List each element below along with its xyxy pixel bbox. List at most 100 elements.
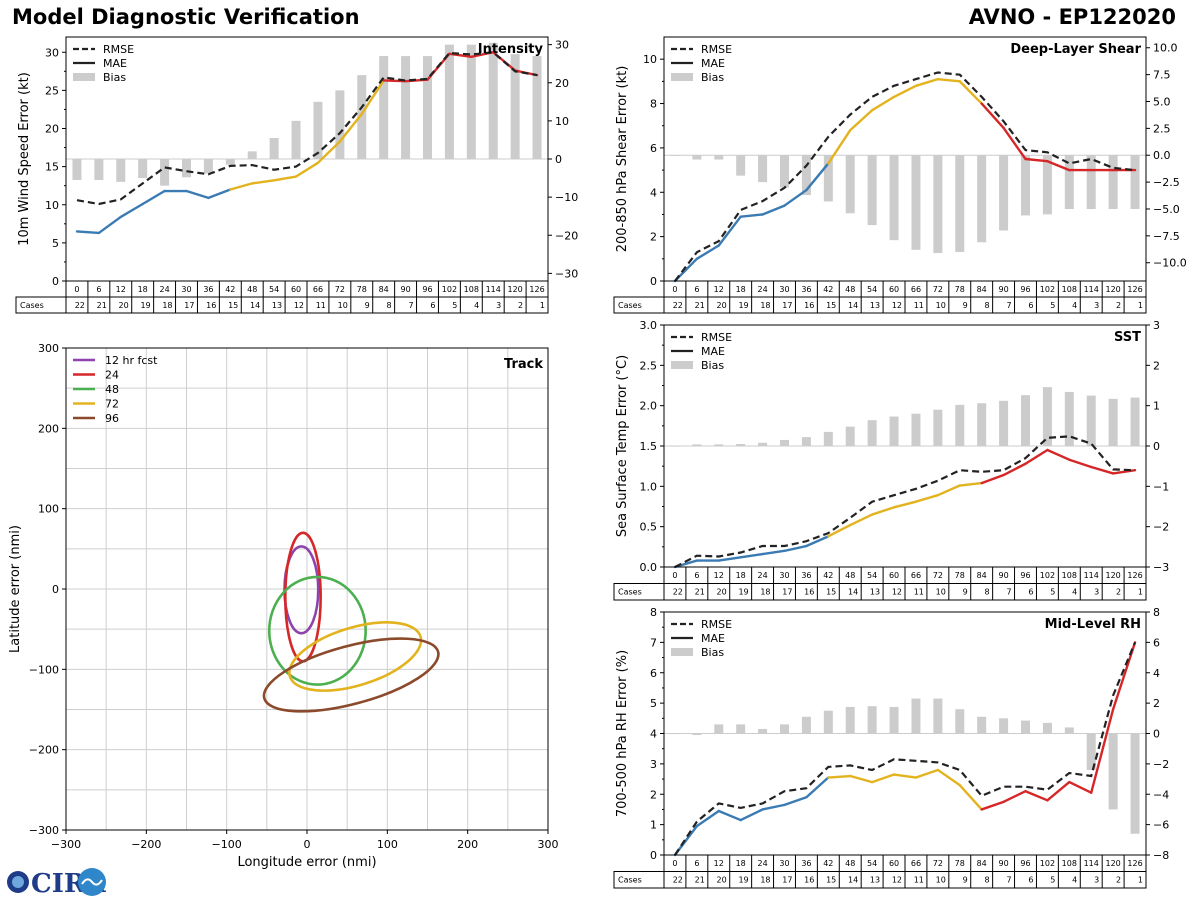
rh-mae-segment bbox=[783, 796, 808, 807]
intensity-bias-bar bbox=[335, 90, 345, 159]
sst-ytick-label: 2.5 bbox=[640, 359, 658, 372]
table-hour-cell: 102 bbox=[1040, 285, 1055, 294]
intensity-mae-segment bbox=[207, 188, 232, 200]
intensity-bias-bar bbox=[160, 159, 170, 186]
sst-rmse-line bbox=[674, 435, 1136, 568]
intensity-mae-segment bbox=[338, 112, 363, 143]
table-hour-cell: 24 bbox=[757, 859, 767, 868]
intensity-cases-table: Cases02262112201819241830173616421548145… bbox=[15, 280, 549, 314]
sst-bias-bar bbox=[736, 443, 746, 446]
table-case-count: 20 bbox=[717, 588, 727, 597]
track-ytick-label: −200 bbox=[29, 744, 59, 757]
table-case-count: 9 bbox=[963, 301, 968, 310]
table-hour-cell: 54 bbox=[269, 285, 279, 294]
sst-mae-segment bbox=[849, 513, 874, 527]
table-case-count: 16 bbox=[804, 876, 814, 885]
table-case-count: 2 bbox=[1116, 301, 1121, 310]
rh-bias-bar bbox=[955, 709, 965, 734]
table-case-count: 2 bbox=[1116, 588, 1121, 597]
track-ytick-label: 300 bbox=[38, 342, 59, 355]
intensity-bias-bar bbox=[72, 159, 82, 180]
shear-mae-segment bbox=[805, 162, 830, 192]
shear-ytick-label: 2 bbox=[650, 231, 657, 244]
table-hour-cell: 96 bbox=[1020, 859, 1030, 868]
rh-ytick-label: 4 bbox=[650, 728, 657, 741]
table-hour-cell: 102 bbox=[1040, 571, 1055, 580]
table-hour-cell: 72 bbox=[933, 285, 943, 294]
track-xtick-label: −300 bbox=[51, 838, 81, 851]
rh-bias-bar bbox=[692, 733, 702, 736]
intensity-mae-segment bbox=[272, 175, 298, 182]
sst-mae-segment bbox=[1024, 448, 1049, 465]
table-hour-cell: 18 bbox=[736, 571, 746, 580]
intensity-mae-segment bbox=[316, 140, 342, 165]
legend-label: MAE bbox=[701, 632, 725, 645]
rh-mae-segment bbox=[1090, 708, 1115, 794]
legend-bias-swatch bbox=[671, 73, 693, 81]
table-cases-label: Cases bbox=[618, 876, 642, 885]
table-case-count: 2 bbox=[518, 301, 523, 310]
sst-bias-bar bbox=[1021, 395, 1030, 446]
table-hour-cell: 42 bbox=[823, 571, 833, 580]
shear-y2tick-label: 0.0 bbox=[1153, 149, 1171, 162]
shear-bias-bar bbox=[911, 155, 921, 250]
intensity-y2tick-label: 20 bbox=[555, 77, 569, 90]
shear-bias-bar bbox=[714, 155, 724, 160]
table-case-count: 16 bbox=[804, 588, 814, 597]
sst-ytick-label: 0.0 bbox=[640, 561, 658, 574]
rh-bias-bar bbox=[1042, 722, 1052, 734]
table-hour-cell: 72 bbox=[933, 859, 943, 868]
table-case-count: 5 bbox=[452, 301, 457, 310]
legend-label: MAE bbox=[701, 345, 725, 358]
shear-mae-segment bbox=[980, 102, 1005, 130]
sst-bias-bar bbox=[845, 426, 855, 446]
rh-bias-bar bbox=[780, 724, 789, 734]
table-hour-cell: 114 bbox=[1084, 571, 1099, 580]
intensity-bias-bar bbox=[379, 56, 389, 159]
shear-mae-segment bbox=[870, 95, 896, 112]
table-case-count: 16 bbox=[206, 301, 216, 310]
sst-mae-segment bbox=[958, 481, 983, 487]
table-case-count: 8 bbox=[985, 301, 990, 310]
rh-mae-segment bbox=[761, 803, 786, 811]
table-case-count: 15 bbox=[228, 301, 238, 310]
intensity-mae-segment bbox=[185, 189, 210, 200]
shear-y2tick-label: −10.0 bbox=[1153, 257, 1187, 270]
table-hour-cell: 66 bbox=[911, 285, 921, 294]
sst-bias-bar bbox=[823, 431, 833, 446]
intensity-bias-bar bbox=[510, 54, 520, 159]
table-case-count: 7 bbox=[408, 301, 413, 310]
rh-mae-segment bbox=[717, 809, 742, 822]
table-hour-cell: 78 bbox=[357, 285, 367, 294]
rh-mae-segment bbox=[805, 776, 830, 799]
table-case-count: 13 bbox=[870, 588, 880, 597]
sst-ylabel: Sea Surface Temp Error (°C) bbox=[615, 355, 630, 537]
table-hour-cell: 90 bbox=[400, 285, 410, 294]
sst-cases-table: Cases02262112201819241830173616421548145… bbox=[613, 566, 1147, 601]
sst-mae-segment bbox=[783, 544, 808, 553]
shear-mae-segment bbox=[761, 204, 786, 216]
shear-y2tick-label: 5.0 bbox=[1153, 95, 1171, 108]
intensity-mae-segment bbox=[294, 161, 320, 178]
table-hour-cell: 84 bbox=[977, 571, 987, 580]
rh-mae-segment bbox=[849, 774, 874, 784]
rh-bias-bar bbox=[1130, 733, 1140, 834]
shear-bias-bar bbox=[780, 155, 789, 188]
intensity-bias-bar bbox=[94, 159, 104, 180]
table-case-count: 21 bbox=[695, 876, 705, 885]
sst-mae-segment bbox=[827, 523, 852, 538]
intensity-mae-segment bbox=[141, 189, 166, 206]
shear-y2tick-label: 2.5 bbox=[1153, 122, 1171, 135]
table-hour-cell: 12 bbox=[714, 571, 724, 580]
shear-mae-segment bbox=[892, 84, 918, 99]
table-hour-cell: 84 bbox=[977, 285, 987, 294]
table-case-count: 18 bbox=[760, 876, 770, 885]
sst-y2tick-label: −3 bbox=[1153, 561, 1169, 574]
page-title: Model Diagnostic Verification bbox=[12, 5, 360, 29]
table-case-count: 5 bbox=[1050, 301, 1055, 310]
rh-bias-bar bbox=[736, 724, 746, 734]
track-panel: −300 −200 −100 0 100 200 300 −300 −200 −100 0 100 20… bbox=[8, 342, 559, 870]
